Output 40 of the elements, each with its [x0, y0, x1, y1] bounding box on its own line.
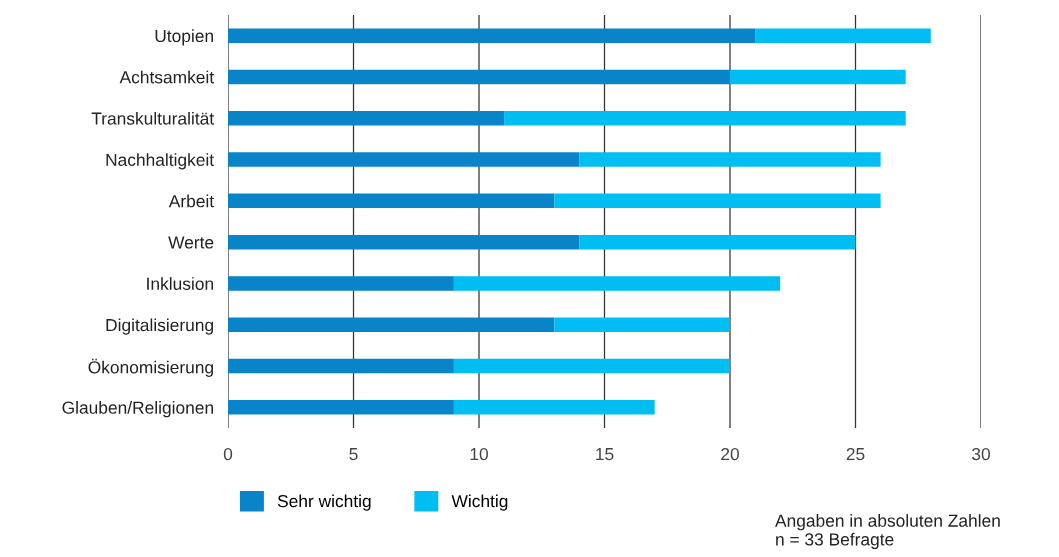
bar: [579, 152, 881, 167]
bar: [228, 358, 454, 374]
text: Angaben in absoluten Zahlen n = 33 Befragte: [775, 514, 1000, 549]
bar: [453, 358, 730, 374]
bar: [554, 317, 730, 332]
bar: [730, 69, 906, 85]
bar: [228, 276, 454, 291]
y-tick-label: Ökonomisierung: [88, 358, 213, 377]
y-tick-label: Transkulturalität: [91, 111, 214, 125]
bar: [228, 400, 454, 415]
y-tick-label: Arbeit: [168, 194, 214, 208]
bar: [228, 152, 580, 167]
legend-label: Wichtig: [451, 494, 508, 511]
x-tick-label: 5: [349, 448, 358, 461]
y-tick-label: Nachhaltigkeit: [106, 153, 214, 170]
bar: [453, 400, 655, 415]
x-tick-label: 10: [470, 447, 488, 461]
x-tick-label: 30: [972, 447, 990, 461]
y-tick-label: Glauben/Religionen: [62, 401, 213, 418]
legend-label: Sehr wichtig: [277, 494, 371, 511]
bar: [554, 193, 881, 209]
bar: [228, 193, 555, 209]
bar: [228, 69, 730, 85]
x-tick-label: 20: [721, 447, 739, 461]
x-tick-label: 15: [596, 448, 614, 461]
y-tick-label: Inklusion: [147, 277, 213, 290]
bar: [228, 234, 580, 250]
bar: [579, 234, 856, 250]
bar: [228, 28, 756, 43]
y-tick-label: Utopien: [155, 29, 213, 46]
x-tick-label: 25: [846, 447, 865, 461]
y-tick-label: Digitalisierung: [106, 318, 213, 335]
y-tick-label: Achtsamkeit: [119, 70, 214, 84]
y-tick-label: Werte: [168, 236, 214, 249]
bar: [504, 111, 906, 126]
bar: [228, 111, 505, 126]
bar: [228, 317, 555, 332]
bar: [453, 276, 781, 291]
x-tick-label: 0: [223, 447, 233, 461]
bar: [755, 28, 931, 43]
